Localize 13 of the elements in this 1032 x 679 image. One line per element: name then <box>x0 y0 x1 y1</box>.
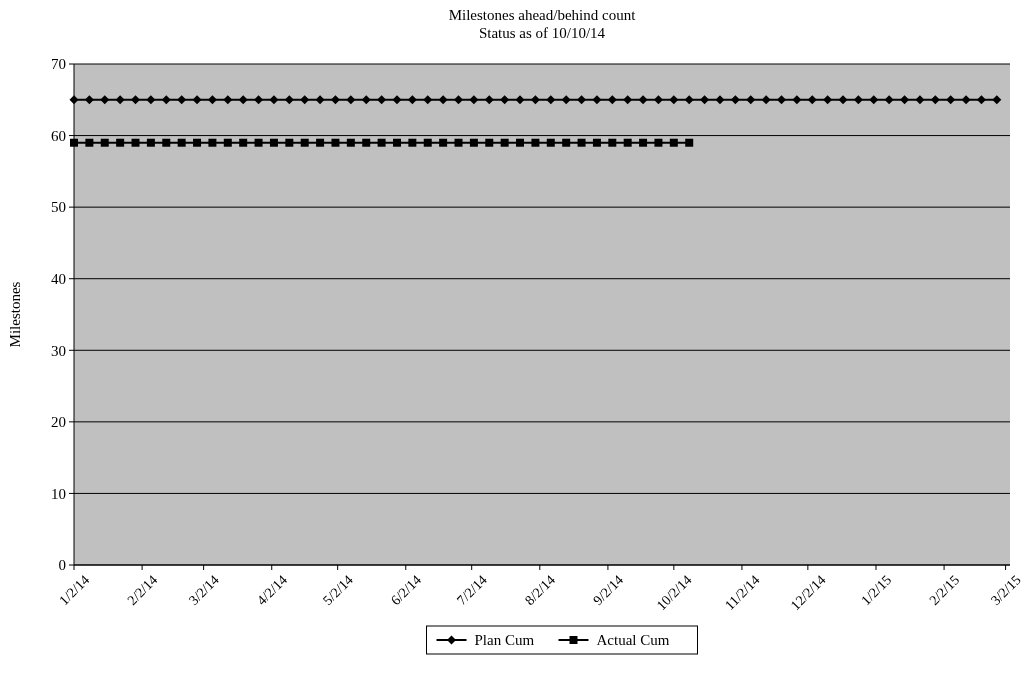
y-tick-label: 50 <box>51 199 66 216</box>
y-tick-label: 60 <box>51 127 66 144</box>
y-tick-label: 40 <box>51 270 66 287</box>
legend-label: Actual Cum <box>596 632 670 649</box>
y-tick-label: 70 <box>51 56 66 73</box>
y-tick-label: 30 <box>51 342 66 359</box>
chart-title: Milestones ahead/behind count <box>448 7 637 23</box>
y-tick-label: 0 <box>58 557 66 574</box>
chart-subtitle: Status as of 10/10/14 <box>478 25 606 41</box>
legend-label: Plan Cum <box>474 632 535 649</box>
y-tick-label: 20 <box>51 414 66 431</box>
y-axis-title: Milestones <box>7 281 23 348</box>
y-tick-label: 10 <box>51 485 66 502</box>
